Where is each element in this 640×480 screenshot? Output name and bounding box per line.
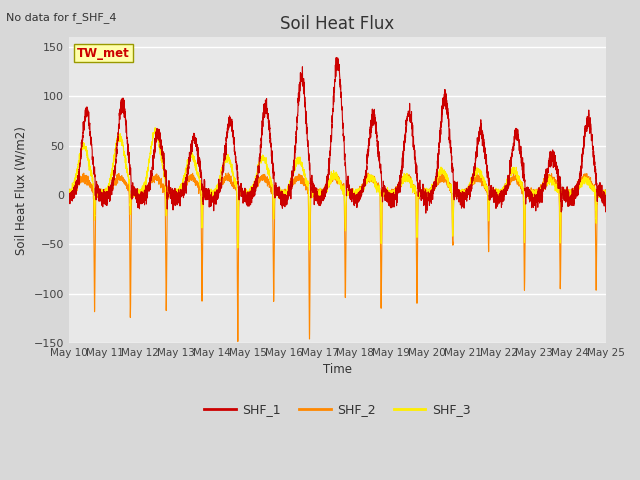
SHF_3 <box>65 190 72 195</box>
Title: Soil Heat Flux: Soil Heat Flux <box>280 15 394 33</box>
SHF_3 <box>151 125 159 131</box>
SHF_2 <box>602 192 610 198</box>
SHF_2 <box>488 190 496 196</box>
SHF_1 <box>458 204 466 210</box>
SHF_2 <box>161 207 169 213</box>
SHF_3 <box>306 247 314 253</box>
Text: TW_met: TW_met <box>77 47 130 60</box>
SHF_2 <box>602 190 609 196</box>
SHF_2 <box>65 186 72 192</box>
Y-axis label: Soil Heat Flux (W/m2): Soil Heat Flux (W/m2) <box>15 126 28 254</box>
SHF_1 <box>161 173 169 179</box>
SHF_2 <box>458 191 466 197</box>
Legend: SHF_1, SHF_2, SHF_3: SHF_1, SHF_2, SHF_3 <box>200 398 476 421</box>
SHF_1 <box>602 209 609 215</box>
X-axis label: Time: Time <box>323 363 352 376</box>
SHF_1 <box>602 192 610 198</box>
SHF_3 <box>428 187 436 193</box>
SHF_1 <box>428 191 436 197</box>
SHF_3 <box>602 192 610 198</box>
SHF_2 <box>509 167 517 173</box>
Line: SHF_2: SHF_2 <box>68 170 606 341</box>
SHF_1 <box>422 210 429 216</box>
SHF_1 <box>317 199 325 205</box>
SHF_2 <box>234 338 242 344</box>
SHF_1 <box>332 55 340 60</box>
SHF_3 <box>488 186 496 192</box>
SHF_3 <box>162 186 170 192</box>
SHF_1 <box>65 192 72 198</box>
SHF_2 <box>317 188 325 194</box>
Line: SHF_1: SHF_1 <box>68 58 606 213</box>
SHF_2 <box>428 189 436 194</box>
SHF_3 <box>602 190 609 196</box>
Text: No data for f_SHF_4: No data for f_SHF_4 <box>6 12 117 23</box>
SHF_3 <box>317 190 325 195</box>
SHF_3 <box>458 191 466 196</box>
Line: SHF_3: SHF_3 <box>68 128 606 250</box>
SHF_1 <box>488 194 496 200</box>
